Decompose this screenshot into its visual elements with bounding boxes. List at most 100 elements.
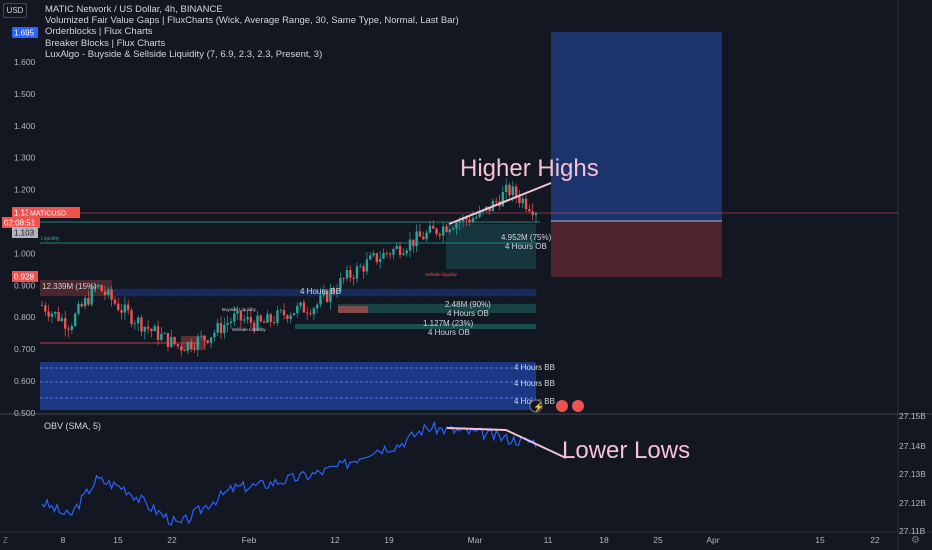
obv-tick-label: 27.13B: [899, 469, 926, 479]
candle-body: [123, 304, 127, 313]
candle-body: [256, 315, 259, 330]
lower-lows-label: Lower Lows: [562, 437, 690, 464]
candle-body: [514, 186, 518, 197]
time-tick-label: 12: [330, 535, 340, 545]
bb-mid-label: 4 Hours BB: [300, 287, 341, 296]
buyside-label: Buyside Liquidity: [222, 307, 257, 312]
price-tick-label: 0.900: [14, 280, 36, 290]
obv-tick-label: 27.11B: [899, 526, 926, 536]
candle-body: [127, 304, 130, 311]
candle-body: [438, 234, 442, 236]
timezone-label[interactable]: Z: [3, 536, 8, 545]
candle-body: [501, 192, 505, 207]
candle-body: [97, 284, 100, 287]
obv-tick-label: 27.14B: [899, 441, 926, 451]
liquidity-label: Liquidity: [41, 236, 60, 242]
candle-body: [229, 321, 233, 324]
candle-body: [110, 289, 113, 300]
price-tick-label: 1.500: [14, 89, 36, 99]
candle-body: [398, 245, 402, 255]
candle-body: [382, 252, 385, 259]
candle-body: [252, 322, 256, 330]
candle-body: [189, 341, 193, 349]
candle-body: [422, 236, 425, 240]
obv-title[interactable]: OBV (SMA, 5): [44, 421, 102, 431]
obv-axis: 27.15B 27.14B 27.13B 27.12B 27.11B: [899, 411, 926, 536]
time-tick-label: 11: [544, 535, 553, 545]
obv-tick-label: 27.12B: [899, 498, 926, 508]
candle-body: [415, 231, 418, 247]
candle-body: [392, 248, 395, 255]
candle-body: [448, 229, 451, 232]
candle-body: [130, 310, 133, 325]
ob-low-label: 4 Hours OB: [428, 328, 470, 337]
candle-body: [193, 348, 196, 350]
target-zone: [551, 32, 722, 221]
candle-body: [90, 287, 93, 305]
candle-body: [143, 326, 146, 332]
flag-icon-1: [556, 400, 568, 412]
symbol-title[interactable]: MATIC Network / US Dollar, 4h, BINANCE: [45, 4, 223, 15]
candle-body: [468, 219, 471, 223]
candle-body: [223, 324, 226, 334]
currency-button[interactable]: USD: [3, 3, 27, 18]
level-1103-tag: [12, 227, 38, 238]
legend-orderblocks[interactable]: Orderblocks | Flux Charts: [45, 26, 153, 38]
candle-body: [339, 278, 342, 292]
candle-body: [375, 253, 379, 262]
candle-body: [246, 317, 249, 320]
candle-body: [445, 226, 448, 232]
ob-top-volume: 4.952M (75%): [501, 233, 552, 242]
candle-body: [408, 239, 412, 251]
candle-body: [87, 298, 90, 305]
time-tick-label: 18: [599, 535, 609, 545]
candle-body: [103, 291, 107, 295]
candle-body: [243, 319, 246, 321]
ob-mid-volume: 2.48M (90%): [445, 300, 491, 309]
indicator-legend: MATIC Network / US Dollar, 4h, BINANCE V…: [45, 4, 459, 60]
gear-icon[interactable]: ⚙: [911, 535, 920, 546]
legend-breaker-blocks[interactable]: Breaker Blocks | Flux Charts: [45, 37, 166, 49]
candle-body: [166, 333, 170, 347]
countdown-text: 02:08:51: [4, 219, 36, 228]
candle-body: [259, 315, 263, 322]
time-tick-label: 19: [384, 535, 394, 545]
candle-body: [150, 328, 153, 332]
obv-tick-label: 27.15B: [899, 411, 926, 421]
time-tick-label: 25: [653, 535, 663, 545]
candle-body: [70, 326, 74, 330]
left-volume: 12.339M (15%): [42, 282, 97, 291]
time-tick-label: 22: [870, 535, 880, 545]
candle-body: [518, 196, 521, 204]
candle-body: [359, 266, 362, 268]
candle-body: [117, 303, 120, 311]
candle-body: [60, 318, 64, 322]
candle-body: [170, 336, 173, 347]
legend-fvg[interactable]: Volumized Fair Value Gaps | FluxCharts (…: [45, 15, 459, 27]
higher-highs-label: Higher Highs: [460, 155, 599, 182]
obv-line: [41, 420, 537, 526]
candle-body: [352, 277, 355, 279]
time-tick-label: 15: [815, 535, 825, 545]
candle-body: [40, 305, 44, 306]
candle-body: [332, 288, 335, 293]
candle-body: [349, 270, 352, 278]
level-0928-text: 0.928: [14, 273, 35, 282]
top-price-tag: [12, 27, 38, 38]
candle-body: [369, 255, 372, 260]
time-tick-label: Feb: [242, 535, 257, 545]
candle-body: [107, 289, 110, 295]
orderblock-bottom: [181, 336, 206, 350]
candle-body: [362, 266, 365, 272]
candle-body: [335, 291, 339, 293]
candle-body: [213, 332, 216, 338]
candle-body: [199, 335, 203, 337]
legend-liquidity[interactable]: LuxAlgo - Buyside & Sellside Liquidity (…: [45, 48, 323, 60]
candle-body: [203, 335, 206, 341]
candle-body: [156, 326, 160, 340]
candle-body: [508, 184, 511, 195]
candle-body: [395, 245, 398, 249]
candle-body: [146, 326, 150, 329]
ticker-text: MATICUSD: [30, 211, 66, 218]
